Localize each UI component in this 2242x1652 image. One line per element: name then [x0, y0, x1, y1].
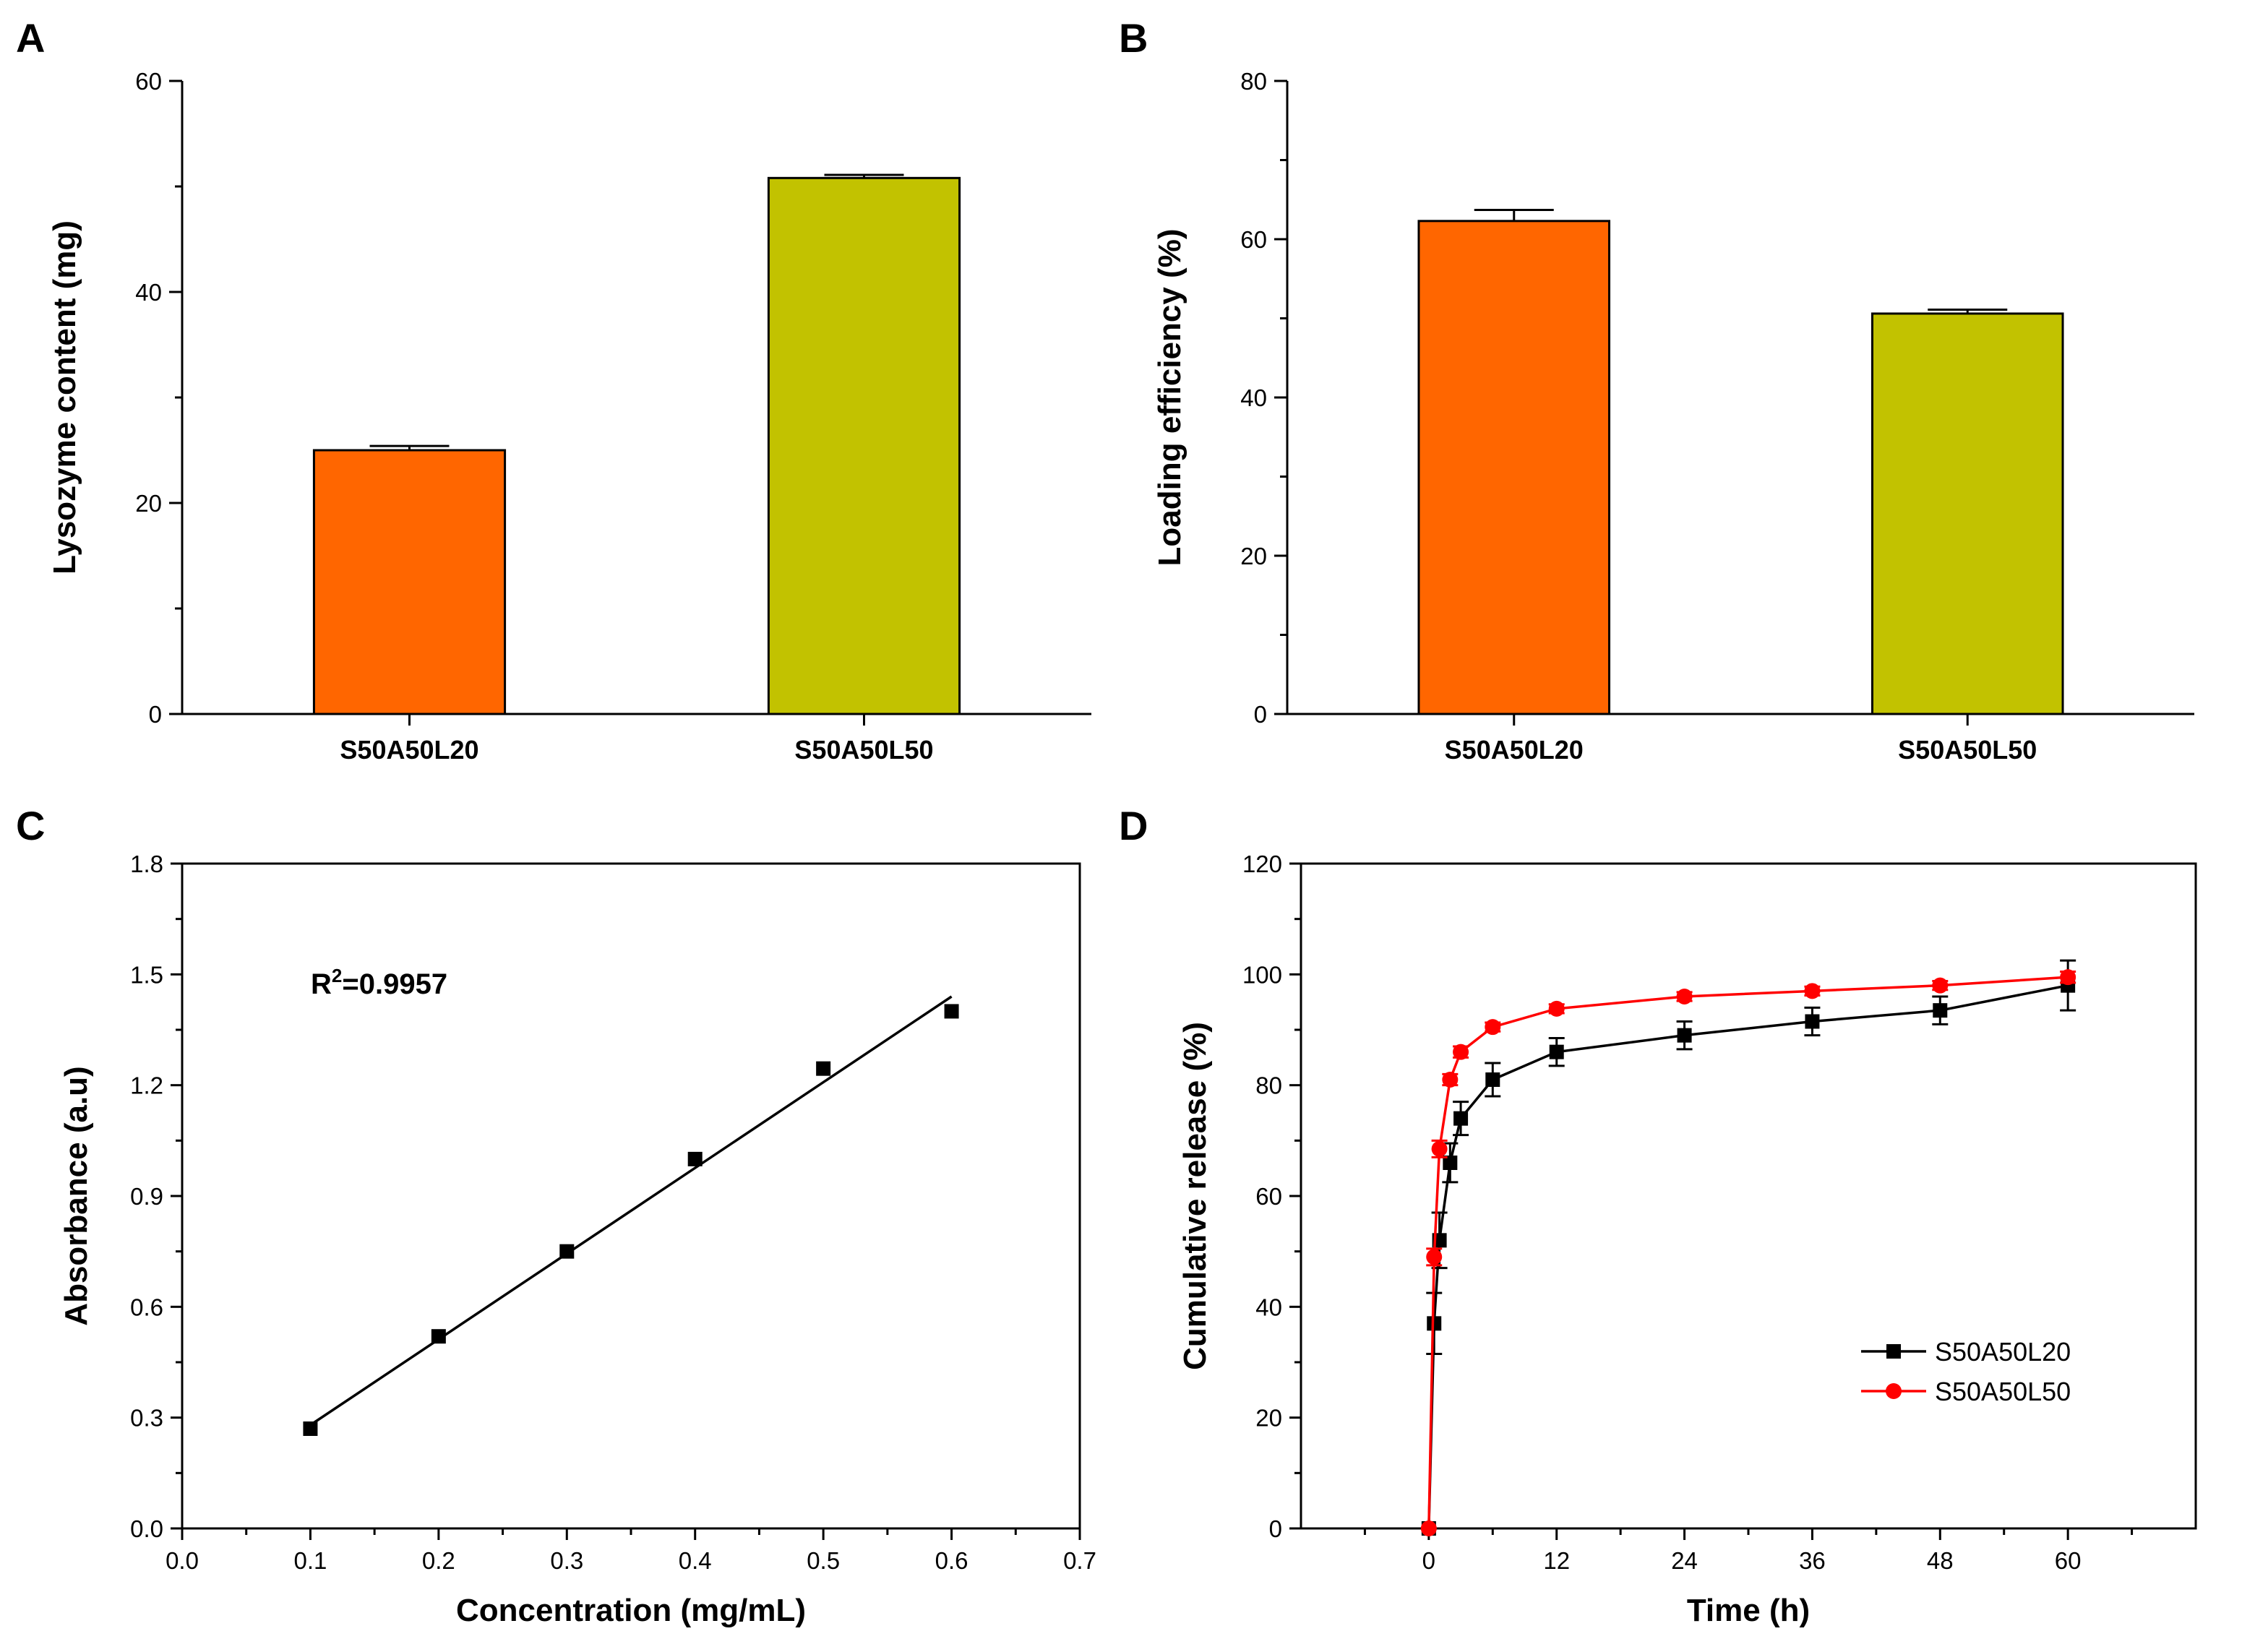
panel-c-x-tick-label: 0.5 — [807, 1547, 840, 1574]
panel-c-x-tick-label: 0.2 — [422, 1547, 455, 1574]
panel-d-series-s50a50l50-data-point — [1431, 1140, 1448, 1157]
panel-c-y-tick-label: 0.0 — [130, 1515, 163, 1542]
panel-d-series-s50a50l20-data-point — [1485, 1072, 1500, 1087]
panel-b-loading-efficiency-chart: 0 20 40 60 80 S50A50L20 S50A50L50 Loading effic… — [1152, 68, 2194, 765]
panel-a-category-label: S50A50L20 — [340, 735, 478, 765]
panel-d-y-tick-label: 100 — [1242, 961, 1282, 988]
panel-b-y-axis-label: Loading efficiency (%) — [1152, 229, 1187, 567]
panel-a-y-tick-label: 0 — [149, 701, 162, 728]
panel-a-bar-1 — [312, 449, 507, 715]
panel-d-series-s50a50l20-data-point — [1677, 1028, 1692, 1043]
panel-letter-d: D — [1119, 803, 1148, 848]
panel-a-lysozyme-content-chart: 0 20 40 60 S50A50L20 S50A50L50 Lysozyme conten… — [47, 68, 1091, 765]
panel-d-series-s50a50l50-data-point — [1426, 1249, 1443, 1265]
panel-d-series-s50a50l20-data-point — [1453, 1111, 1469, 1126]
panel-d-x-tick-label: 0 — [1422, 1547, 1435, 1574]
panel-d-legend-s50a50l20-label: S50A50L20 — [1935, 1337, 2071, 1367]
panel-b-category-label: S50A50L20 — [1445, 735, 1584, 765]
panel-d-series-s50a50l20-line — [1427, 984, 2069, 1529]
panel-c-x-axis-label: Concentration (mg/mL) — [456, 1593, 806, 1628]
panel-c-y-tick-label: 0.9 — [130, 1183, 163, 1210]
panel-d-series-s50a50l20-data-point — [1933, 1003, 1948, 1018]
panel-c-y-tick-label: 1.8 — [130, 851, 163, 877]
panel-d-series-s50a50l20-data-point — [1443, 1156, 1458, 1170]
panel-c-r-squared-annotation: R2=0.9957 — [311, 965, 447, 1000]
panel-d-series-s50a50l50-data-point — [1485, 1019, 1501, 1036]
panel-b-y-tick-label: 0 — [1254, 701, 1267, 728]
panel-c-absorbance-calibration-chart: 0.0 0.1 0.2 0.3 0.4 0.5 0.6 0.7 0.0 0.3 0.6 0.9 1.2 1… — [59, 851, 1096, 1628]
panel-c-x-tick-label: 0.1 — [293, 1547, 327, 1574]
panel-b-y-tick-label: 80 — [1240, 68, 1267, 95]
panel-d-series-s50a50l50-data-point — [1676, 989, 1693, 1004]
panel-a-y-tick-label: 20 — [135, 490, 162, 517]
panel-b-y-tick-label: 40 — [1240, 384, 1267, 411]
panel-d-y-tick-label: 60 — [1255, 1183, 1282, 1210]
panel-c-y-tick-label: 0.3 — [130, 1405, 163, 1432]
panel-c-y-axis-label: Absorbance (a.u) — [59, 1066, 94, 1325]
panel-d-x-tick-label: 12 — [1543, 1547, 1570, 1574]
panel-c-data-point — [559, 1244, 575, 1259]
panel-d-series-s50a50l50-line — [1427, 976, 2069, 1529]
panel-d-series-s50a50l50-data-point — [1453, 1044, 1469, 1060]
panel-d-series-s50a50l20-data-point — [1549, 1044, 1564, 1059]
panel-c-y-tick-label: 1.2 — [130, 1072, 163, 1099]
panel-d-y-tick-label: 40 — [1255, 1294, 1282, 1320]
panel-b-y-tick-label: 60 — [1240, 226, 1267, 253]
panel-c-fit-line — [309, 995, 953, 1427]
panel-c-data-point — [944, 1004, 959, 1019]
panel-c-data-point — [303, 1421, 318, 1436]
panel-c-x-tick-label: 0.3 — [550, 1547, 583, 1574]
panel-d-legend-s50a50l50-marker — [1886, 1383, 1902, 1399]
panel-c-data-point — [431, 1329, 446, 1344]
panel-c-y-tick-label: 1.5 — [130, 961, 163, 988]
panel-d-x-tick-label: 36 — [1799, 1547, 1826, 1574]
panel-d-series-s50a50l20-data-point — [1805, 1014, 1820, 1029]
panel-c-data-point — [687, 1151, 703, 1166]
panel-b-y-tick-label: 20 — [1240, 543, 1267, 569]
panel-c-x-tick-label: 0.6 — [935, 1547, 968, 1574]
panel-b-bar-2 — [1871, 312, 2064, 715]
panel-d-legend-s50a50l50-label: S50A50L50 — [1935, 1377, 2071, 1406]
panel-d-y-tick-label: 120 — [1242, 851, 1282, 877]
panel-a-category-label: S50A50L50 — [794, 735, 933, 765]
panel-d-x-tick-label: 48 — [1927, 1547, 1954, 1574]
panel-d-x-tick-label: 60 — [2055, 1547, 2082, 1574]
panel-d-x-tick-label: 24 — [1671, 1547, 1698, 1574]
panel-c-x-tick-label: 0.4 — [679, 1547, 712, 1574]
panel-a-y-tick-label: 60 — [135, 68, 162, 95]
panel-d-y-axis-label: Cumulative release (%) — [1177, 1022, 1213, 1370]
panel-d-series-s50a50l50-data-point — [1442, 1072, 1459, 1088]
panel-d-series-s50a50l50-data-point — [2060, 969, 2076, 986]
panel-letter-b: B — [1119, 15, 1148, 61]
panel-d-y-tick-label: 20 — [1255, 1405, 1282, 1432]
panel-b-category-label: S50A50L50 — [1898, 735, 2037, 765]
panel-c-x-tick-label: 0.7 — [1063, 1547, 1096, 1574]
panel-letter-a: A — [16, 15, 45, 61]
panel-b-bar-1 — [1417, 220, 1611, 715]
panel-a-y-axis-label: Lysozyme content (mg) — [47, 220, 82, 575]
panel-d-y-tick-label: 80 — [1255, 1072, 1282, 1099]
panel-d-cumulative-release-chart: 0 12 24 36 48 60 0 20 40 60 80 100 120 S50A50L20 S50A5… — [1177, 851, 2197, 1628]
panel-c-x-tick-label: 0.0 — [166, 1547, 199, 1574]
panel-a-y-tick-label: 40 — [135, 279, 162, 306]
panel-d-plot-frame — [1300, 862, 2197, 1530]
panel-a-bar-2 — [767, 176, 961, 715]
panel-d-x-axis-label: Time (h) — [1687, 1593, 1810, 1628]
panel-d-series-s50a50l50-data-point — [1932, 977, 1949, 994]
panel-c-data-point — [816, 1061, 831, 1076]
panel-d-series-s50a50l50-data-point — [1804, 983, 1821, 999]
panel-d-series-s50a50l20-data-point — [1427, 1316, 1442, 1331]
panel-d-y-tick-label: 0 — [1269, 1515, 1282, 1542]
panel-c-y-tick-label: 0.6 — [130, 1294, 163, 1320]
panel-d-legend-s50a50l20-marker — [1886, 1344, 1901, 1359]
panel-letter-c: C — [16, 803, 45, 848]
panel-d-series-s50a50l50-data-point — [1420, 1520, 1437, 1536]
panel-d-series-s50a50l50-data-point — [1548, 1000, 1565, 1017]
